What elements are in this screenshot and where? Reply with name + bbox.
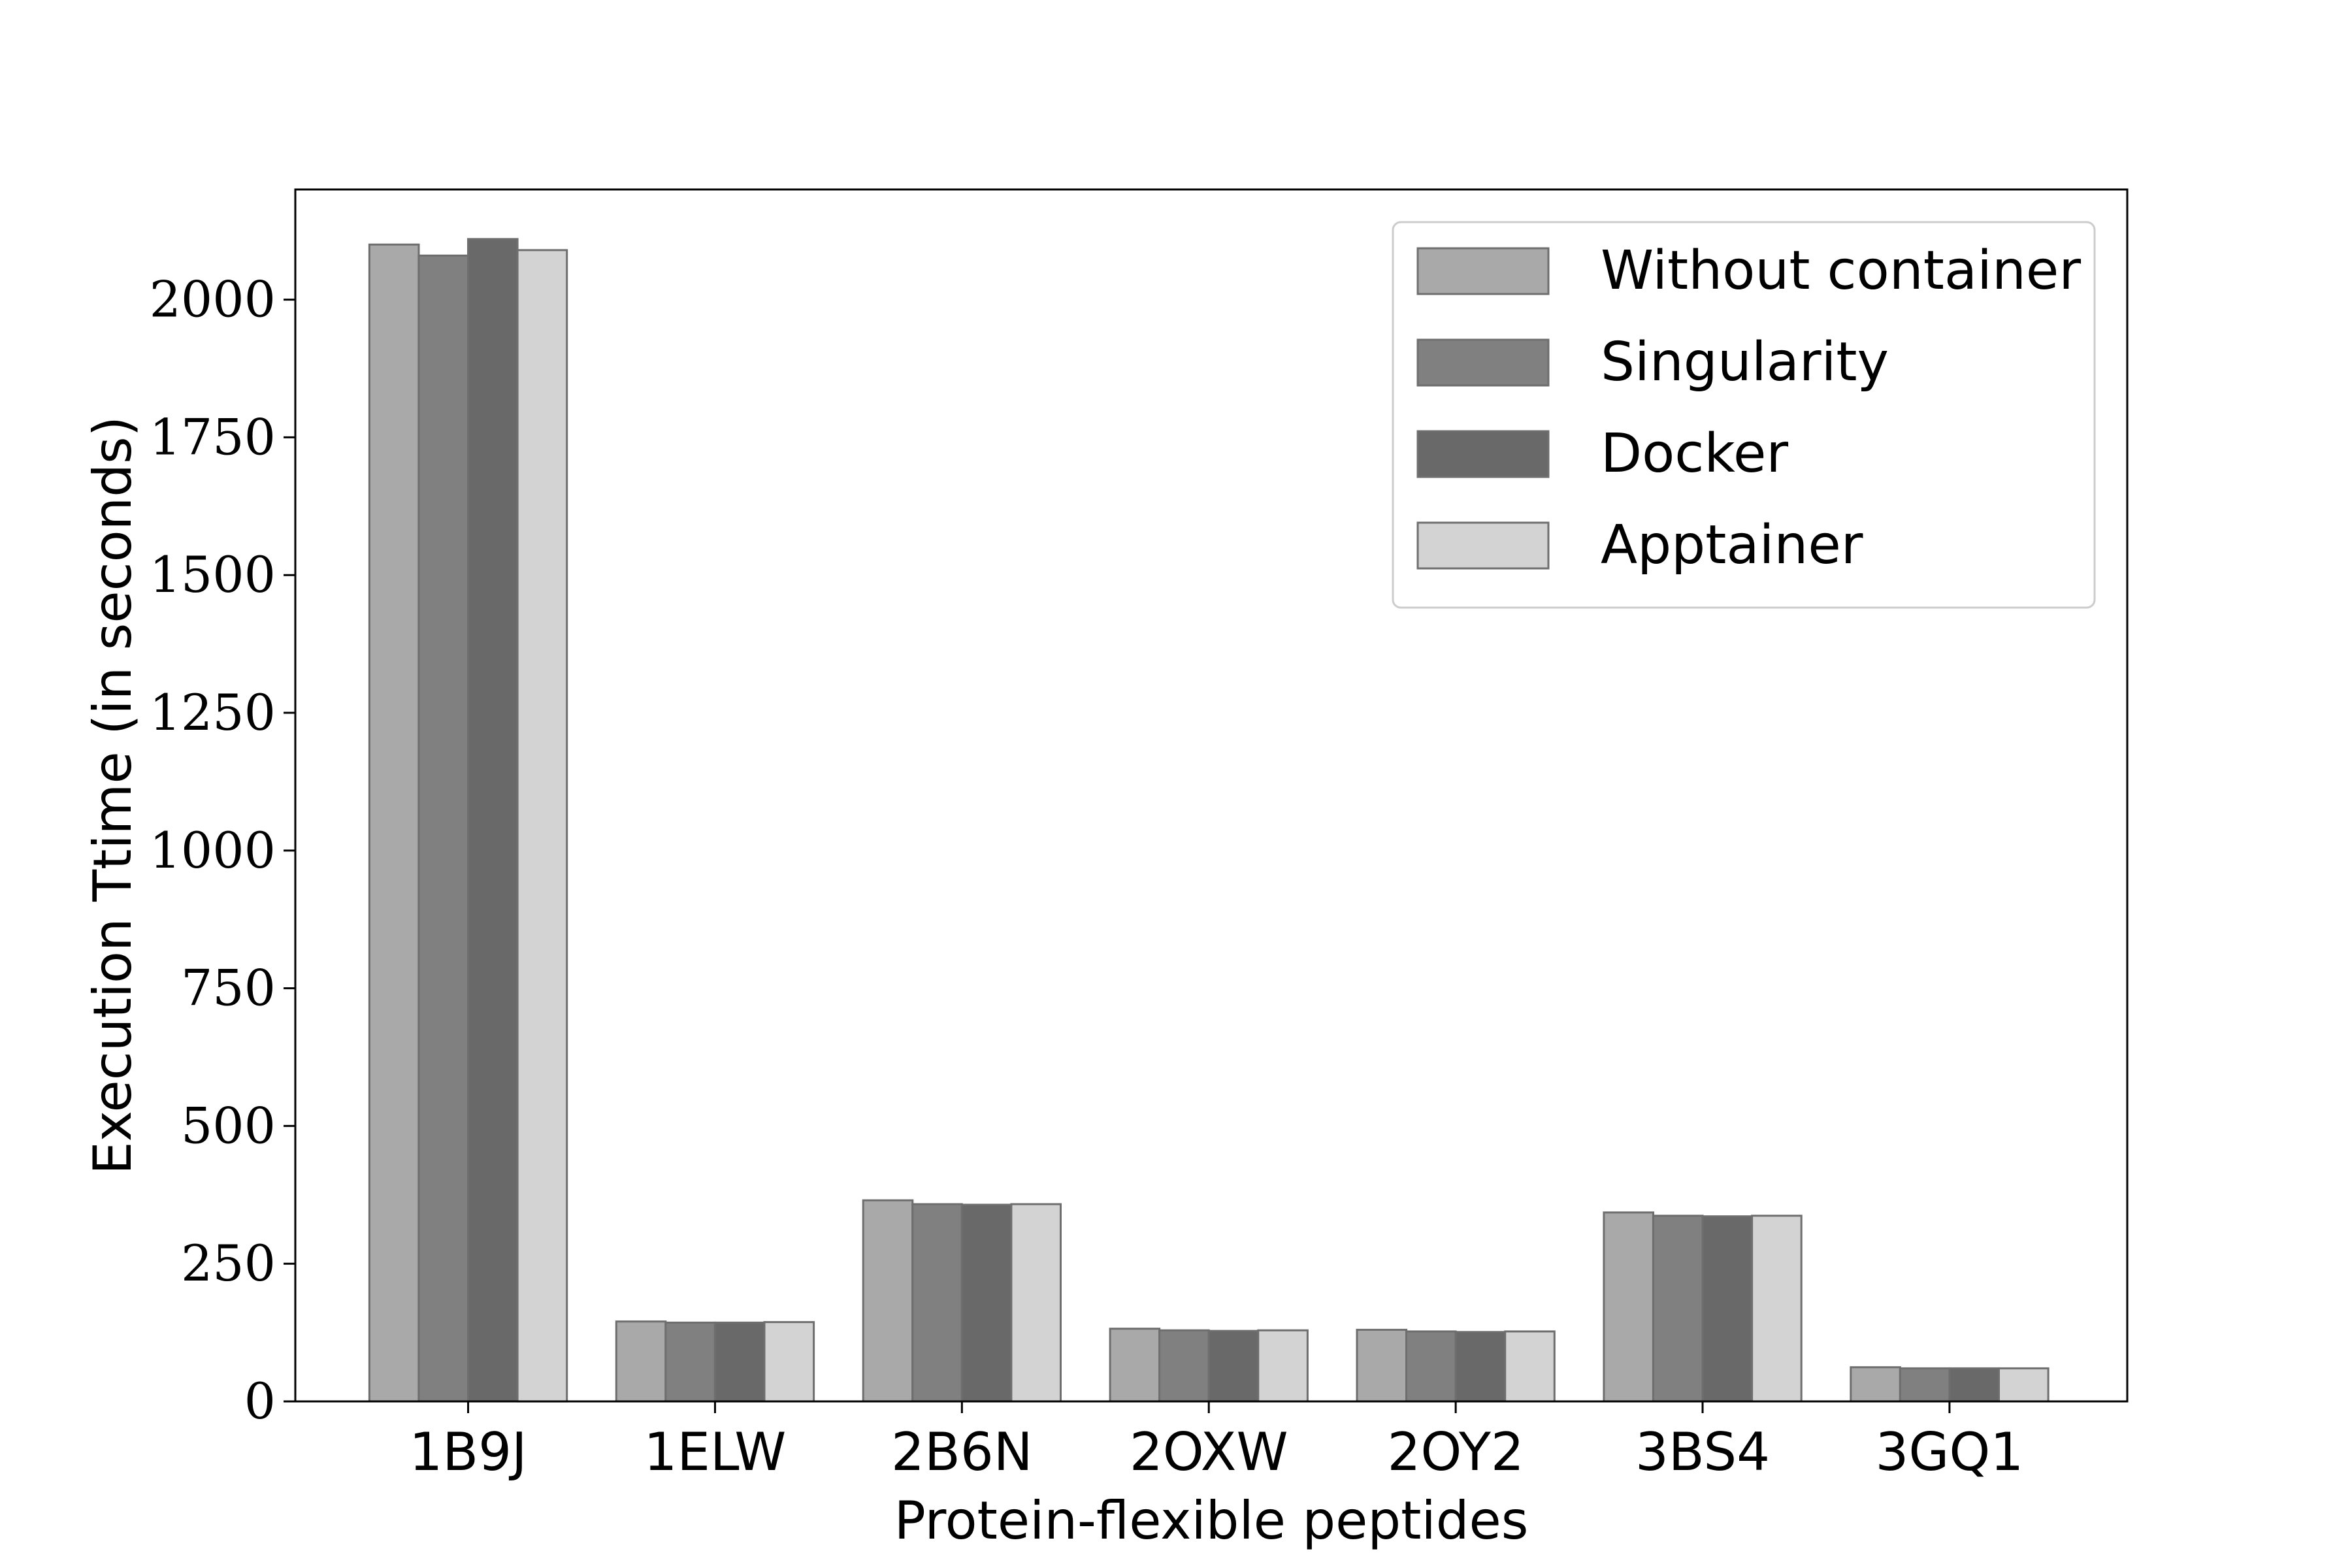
bar-1ELW-s2	[713, 1321, 766, 1403]
bar-3BS4-s3	[1751, 1215, 1803, 1403]
bars-layer	[368, 238, 2050, 1403]
x-tick-label: 1ELW	[644, 1422, 787, 1482]
bar-2OXW-s1	[1158, 1329, 1210, 1403]
bar-2B6N-s3	[1010, 1203, 1062, 1403]
x-tick-label: 1B9J	[409, 1422, 527, 1482]
y-tick-label: 1250	[150, 683, 276, 742]
legend-label: Docker	[1601, 423, 1788, 485]
y-tick-label: 500	[181, 1096, 276, 1154]
bar-1ELW-s1	[664, 1321, 716, 1403]
legend-label: Singularity	[1601, 331, 1889, 393]
bar-1B9J-s3	[516, 249, 568, 1403]
legend-swatch	[1416, 430, 1550, 478]
plot-frame	[294, 188, 2129, 1403]
bar-2B6N-s2	[960, 1203, 1013, 1403]
bar-1B9J-s0	[368, 243, 420, 1403]
bar-3GQ1-s0	[1850, 1366, 1901, 1403]
y-tick-label: 1500	[150, 546, 276, 604]
bar-3GQ1-s2	[1948, 1367, 2000, 1403]
x-tick-label: 3BS4	[1635, 1422, 1770, 1482]
bar-2OXW-s3	[1257, 1329, 1309, 1403]
y-tick-label: 250	[181, 1234, 276, 1292]
x-tick-label: 2B6N	[891, 1422, 1033, 1482]
legend-swatch	[1416, 338, 1550, 387]
bar-1B9J-s1	[417, 254, 470, 1403]
bar-2OXW-s0	[1109, 1328, 1161, 1403]
bar-2OY2-s2	[1454, 1331, 1507, 1403]
bar-3GQ1-s3	[1998, 1367, 2050, 1403]
x-tick-label: 2OY2	[1387, 1422, 1524, 1482]
x-axis-ticks: 1B9J 1ELW 2B6N 2OXW 2OY2 3BS4 3GQ1	[409, 1401, 2023, 1482]
legend-swatch	[1416, 247, 1550, 295]
legend: Without container Singularity Docker Apptai…	[1392, 221, 2096, 609]
legend-label: Apptainer	[1601, 514, 1863, 576]
bar-3BS4-s0	[1603, 1211, 1654, 1403]
bar-1B9J-s2	[467, 238, 519, 1403]
legend-swatch	[1416, 521, 1550, 570]
bar-1ELW-s0	[615, 1320, 667, 1403]
legend-label: Without container	[1601, 240, 2081, 302]
y-tick-label: 0	[244, 1372, 276, 1430]
y-tick-label: 750	[181, 959, 276, 1017]
bar-2OXW-s2	[1207, 1330, 1260, 1403]
y-axis-ticks: 0 250 500 750 1000 1250 1500 1750 2000	[150, 270, 295, 1430]
bar-2B6N-s0	[862, 1199, 914, 1403]
bar-2B6N-s1	[911, 1203, 963, 1403]
bar-3BS4-s1	[1652, 1215, 1704, 1403]
bar-1ELW-s3	[763, 1321, 815, 1403]
bar-2OY2-s3	[1504, 1330, 1556, 1403]
y-axis-title: Execution Ttime (in seconds)	[82, 416, 143, 1175]
bar-3BS4-s2	[1701, 1215, 1754, 1403]
y-tick-label: 1750	[150, 408, 276, 466]
y-tick-label: 2000	[150, 270, 276, 329]
bar-2OY2-s0	[1356, 1328, 1408, 1403]
x-tick-label: 3GQ1	[1876, 1422, 2024, 1482]
bar-3GQ1-s1	[1899, 1367, 1951, 1403]
y-tick-label: 1000	[150, 821, 276, 879]
bar-2OY2-s1	[1405, 1330, 1457, 1403]
x-axis-title: Protein-flexible peptides	[894, 1490, 1529, 1551]
x-tick-label: 2OXW	[1130, 1422, 1288, 1482]
legend-frame	[1392, 221, 2096, 609]
legend-items: Without container Singularity Docker Apptai…	[1416, 240, 2081, 576]
